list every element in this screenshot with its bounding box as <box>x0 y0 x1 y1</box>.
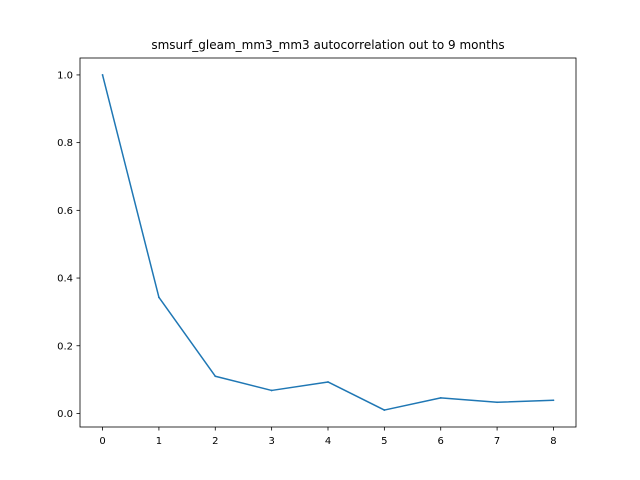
x-tick-label: 2 <box>212 436 218 447</box>
data-point <box>158 296 160 299</box>
x-tick-label: 8 <box>550 436 556 447</box>
series-layer <box>101 74 555 411</box>
data-point <box>214 375 217 378</box>
chart-title: smsurf_gleam_mm3_mm3 autocorrelation out… <box>151 38 504 52</box>
y-tick-label: 0.2 <box>57 341 73 352</box>
data-point <box>270 389 273 392</box>
data-point <box>383 409 386 411</box>
x-tick-label: 6 <box>438 436 444 447</box>
data-point <box>101 74 104 76</box>
y-axis: 0.0 0.2 0.4 0.6 0.8 1.0 <box>57 70 80 420</box>
data-point <box>439 396 442 399</box>
data-point <box>496 401 498 404</box>
x-tick-label: 4 <box>325 436 331 447</box>
y-tick-label: 1.0 <box>57 70 73 81</box>
y-tick-label: 0.8 <box>57 138 73 149</box>
x-tick-label: 0 <box>99 436 105 447</box>
y-tick-label: 0.4 <box>57 274 73 285</box>
y-tick-label: 0.6 <box>57 206 73 217</box>
x-tick-label: 7 <box>494 436 500 447</box>
y-tick-label: 0.0 <box>57 409 73 420</box>
data-point <box>327 381 329 383</box>
x-tick-label: 1 <box>156 436 162 447</box>
x-tick-label: 5 <box>381 436 387 447</box>
data-point <box>552 399 555 402</box>
x-tick-label: 3 <box>268 436 274 447</box>
x-axis: 0 1 2 3 4 5 6 7 8 <box>99 427 557 447</box>
